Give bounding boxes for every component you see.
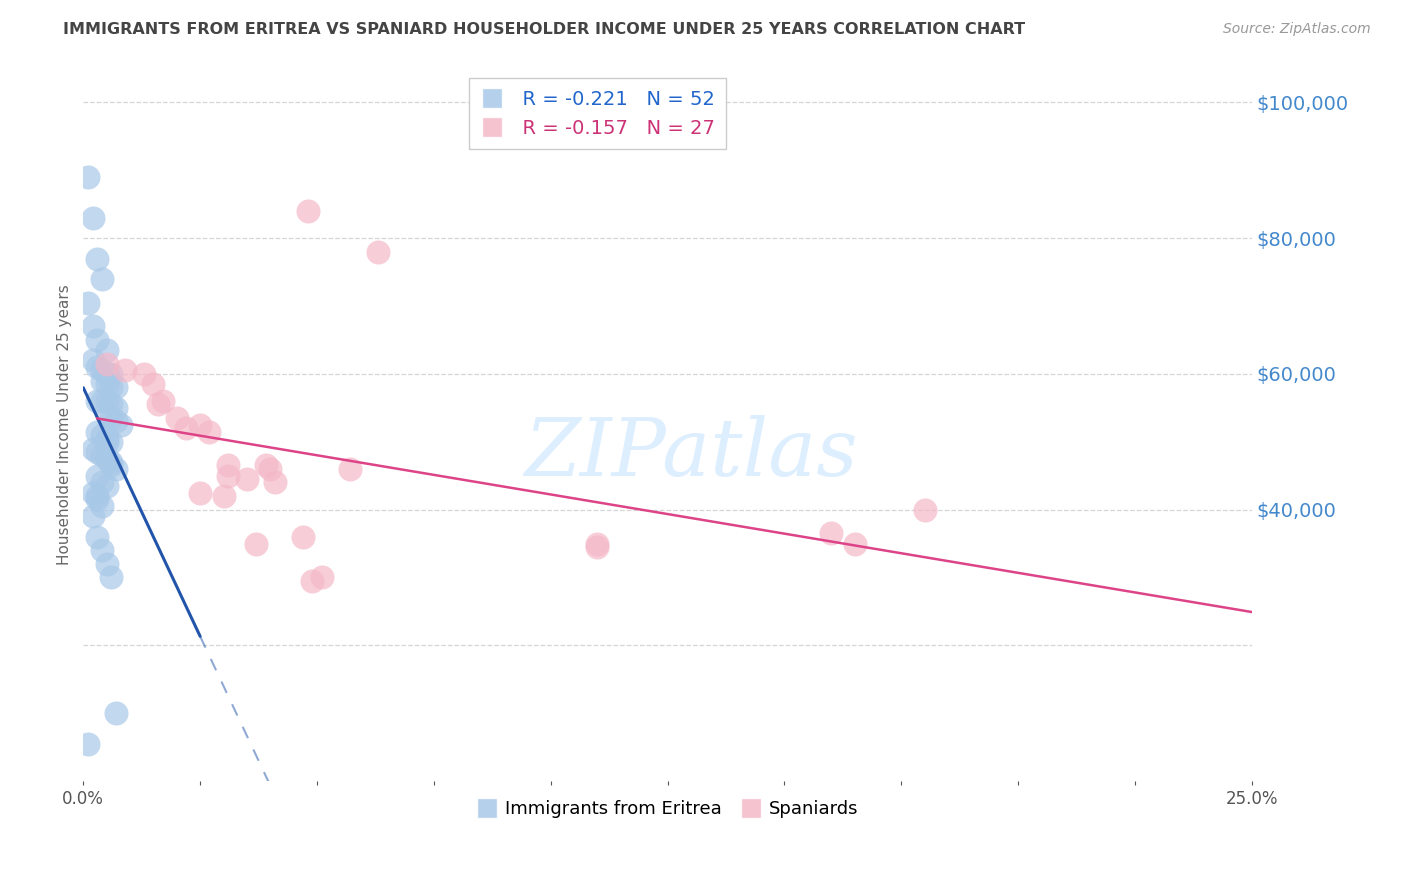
Point <box>91 543 114 558</box>
Point <box>105 414 128 428</box>
Point <box>100 411 122 425</box>
Point <box>110 417 132 432</box>
Point <box>86 333 108 347</box>
Point <box>236 472 259 486</box>
Point <box>82 442 104 456</box>
Point <box>91 475 114 490</box>
Point <box>77 737 100 751</box>
Point <box>82 509 104 524</box>
Point <box>91 394 114 409</box>
Point <box>96 343 118 358</box>
Point <box>96 434 118 449</box>
Point <box>105 380 128 394</box>
Text: IMMIGRANTS FROM ERITREA VS SPANIARD HOUSEHOLDER INCOME UNDER 25 YEARS CORRELATIO: IMMIGRANTS FROM ERITREA VS SPANIARD HOUS… <box>63 22 1025 37</box>
Point <box>86 492 108 507</box>
Point <box>82 485 104 500</box>
Point <box>105 401 128 415</box>
Point <box>188 485 211 500</box>
Point <box>152 394 174 409</box>
Point <box>339 462 361 476</box>
Point <box>86 425 108 439</box>
Point <box>844 536 866 550</box>
Point <box>259 462 281 476</box>
Point <box>142 377 165 392</box>
Point <box>86 252 108 266</box>
Point <box>311 570 333 584</box>
Point <box>96 357 118 371</box>
Point <box>254 458 277 473</box>
Point <box>91 448 114 462</box>
Point <box>245 536 267 550</box>
Point <box>82 353 104 368</box>
Point <box>100 367 122 381</box>
Point <box>166 411 188 425</box>
Point <box>96 408 118 422</box>
Point <box>96 557 118 571</box>
Point <box>91 363 114 377</box>
Point <box>91 499 114 513</box>
Point <box>105 706 128 720</box>
Point <box>217 458 239 473</box>
Point <box>198 425 221 439</box>
Point <box>86 530 108 544</box>
Legend: Immigrants from Eritrea, Spaniards: Immigrants from Eritrea, Spaniards <box>470 793 866 825</box>
Point <box>212 489 235 503</box>
Point <box>820 526 842 541</box>
Point <box>132 367 155 381</box>
Point <box>100 458 122 473</box>
Point <box>100 455 122 469</box>
Point <box>77 295 100 310</box>
Point <box>188 417 211 432</box>
Point <box>105 462 128 476</box>
Point <box>586 540 609 554</box>
Point <box>914 502 936 516</box>
Point <box>86 445 108 459</box>
Text: Source: ZipAtlas.com: Source: ZipAtlas.com <box>1223 22 1371 37</box>
Point <box>91 272 114 286</box>
Point <box>100 434 122 449</box>
Point <box>91 428 114 442</box>
Point <box>264 475 287 490</box>
Point <box>146 397 169 411</box>
Point <box>86 489 108 503</box>
Point <box>96 479 118 493</box>
Point <box>96 367 118 381</box>
Text: ZIPatlas: ZIPatlas <box>524 415 858 492</box>
Y-axis label: Householder Income Under 25 years: Householder Income Under 25 years <box>58 285 72 566</box>
Point <box>586 536 609 550</box>
Point <box>100 570 122 584</box>
Point <box>301 574 323 588</box>
Point <box>114 363 136 377</box>
Point <box>82 319 104 334</box>
Point <box>100 397 122 411</box>
Point <box>96 451 118 466</box>
Point <box>96 394 118 409</box>
Point <box>82 211 104 225</box>
Point <box>217 468 239 483</box>
Point <box>367 244 389 259</box>
Point <box>291 530 314 544</box>
Point <box>100 380 122 394</box>
Point <box>77 170 100 185</box>
Point <box>86 468 108 483</box>
Point <box>297 204 319 219</box>
Point <box>174 421 197 435</box>
Point <box>91 374 114 388</box>
Point <box>86 360 108 375</box>
Point <box>96 377 118 392</box>
Point <box>96 431 118 445</box>
Point <box>86 394 108 409</box>
